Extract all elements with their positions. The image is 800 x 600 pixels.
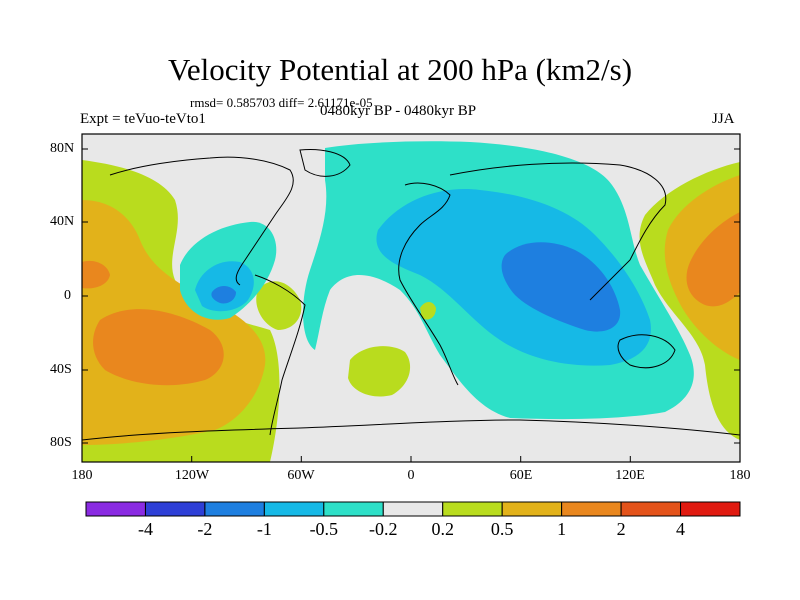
colorbar-box-3 [263,501,325,517]
coast-south-america [254,274,306,436]
lon-ticks [81,456,741,462]
coast-europe-africa [398,182,459,386]
map-title: Velocity Potential at 200 hPa (km2/s) [167,52,633,87]
colorbar-label-9: 4 [676,519,686,539]
colorbar-box-4 [323,501,384,517]
contour-pos-strong-east [686,212,740,307]
colorbar-label-3: -0.5 [309,519,339,539]
contour-neg-strong-main [501,242,621,332]
colorbar-label-7: 1 [557,519,567,539]
colorbar-box-1 [144,501,206,517]
colorbar-label-1: -2 [197,519,213,539]
lat-label-80s: 80S [50,435,72,450]
stats-label: rmsd= 0.585703 diff= 2.61171e-05 [190,95,373,110]
colorbar-box-2 [204,501,265,517]
colorbar-box-0 [85,501,146,517]
contour-pos-light-africa [420,302,436,320]
experiment-label: Expt = teVuo-teVto1 [80,111,206,127]
contour-neg-strong-americas [211,286,236,304]
colorbar-box-5 [382,501,444,517]
lat-label-40s: 40S [50,362,72,377]
coast-antarctica [82,419,740,441]
contour-fields [82,141,740,462]
colorbar-label-4: -0.2 [369,519,398,539]
contour-pos-strong-west2 [82,260,110,289]
coast-greenland [299,149,351,177]
colorbar-label-6: 0.5 [490,519,514,539]
lon-label-60w: 60W [287,468,315,483]
lat-label-80n: 80N [50,141,75,156]
colorbar-box-9 [620,501,682,517]
colorbar-label-5: 0.2 [431,519,454,539]
contour-pos-light-americas [256,281,302,330]
colorbar-label-8: 2 [616,519,626,539]
period-label: 0480kyr BP - 0480kyr BP [320,103,477,119]
coast-north-america [109,156,294,286]
contour-pos-strong-west [93,309,224,386]
coastlines [82,149,740,441]
colorbar-label-2: -1 [256,519,272,539]
lat-label-0: 0 [64,288,71,303]
coast-australia [617,334,676,369]
lat-ticks [82,148,740,444]
colorbar-box-6 [442,501,503,517]
colorbar-label-0: -4 [137,519,153,539]
lat-label-40n: 40N [50,214,75,229]
colorbar [85,501,741,517]
lon-label-60e: 60E [509,468,533,483]
lon-label-180w: 180 [71,468,93,483]
lon-label-120w: 120W [174,468,210,483]
lon-label-180e: 180 [729,468,751,483]
colorbar-box-8 [561,501,622,517]
colorbar-box-7 [501,501,563,517]
season-label: JJA [712,111,735,127]
colorbar-box-10 [680,501,741,517]
coast-asia [449,162,667,301]
lon-label-120e: 120E [615,468,645,483]
lon-label-0: 0 [407,468,415,483]
contour-pos-light-atlantic [348,346,411,397]
